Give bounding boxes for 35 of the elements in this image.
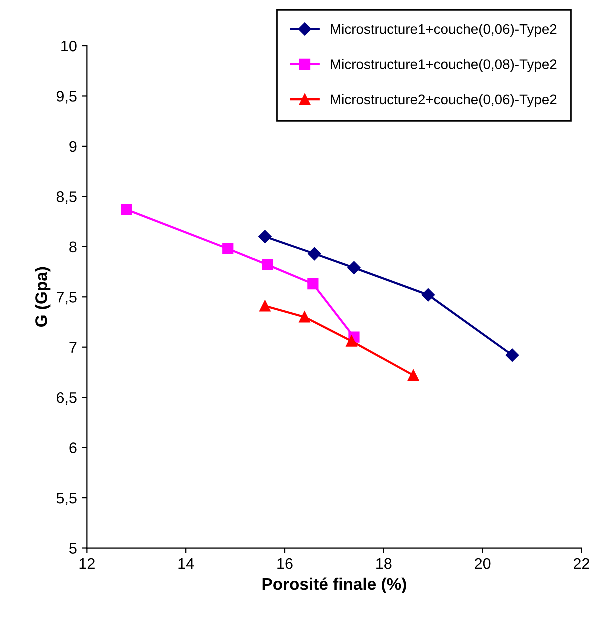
- y-tick-label: 8,5: [56, 192, 77, 204]
- x-tick-label: 20: [475, 558, 491, 570]
- legend-label: Microstructure2+couche(0,06)-Type2: [331, 94, 557, 108]
- x-tick-label: 14: [178, 558, 194, 570]
- point: [422, 288, 436, 302]
- point: [308, 247, 322, 261]
- point: [260, 300, 271, 312]
- point: [348, 261, 361, 275]
- point: [222, 243, 234, 254]
- y-tick-label: 6,5: [56, 392, 77, 406]
- y-tick-label: 9: [70, 141, 77, 152]
- y-tick-label: 7,5: [56, 292, 77, 305]
- y-tick-label: 10: [62, 40, 77, 52]
- legend-label: Microstructure1+couche(0,08)-Type2: [331, 59, 557, 72]
- point: [299, 312, 310, 323]
- x-tick-label: 16: [278, 558, 293, 570]
- y-tick-label: 5: [70, 543, 77, 554]
- point: [506, 348, 520, 362]
- legend-label: Microstructure1+couche(0,06)-Type2: [331, 24, 557, 37]
- x-tick-label: 22: [574, 558, 590, 570]
- x-tick-label: 12: [80, 558, 95, 570]
- point: [258, 230, 272, 244]
- point: [346, 336, 358, 347]
- y-axis-title: G (Gpa): [35, 267, 51, 327]
- point: [121, 204, 132, 216]
- point: [408, 370, 420, 382]
- x-axis-title: Porosité finale (%): [262, 578, 406, 594]
- point: [262, 259, 274, 271]
- x-tick-label: 18: [376, 558, 392, 570]
- y-tick-label: 9,5: [56, 91, 77, 104]
- point: [308, 278, 319, 290]
- y-tick-label: 8: [70, 242, 77, 253]
- y-tick-label: 7: [70, 342, 77, 353]
- y-tick-label: 6: [70, 442, 77, 454]
- y-tick-label: 5,5: [56, 493, 77, 506]
